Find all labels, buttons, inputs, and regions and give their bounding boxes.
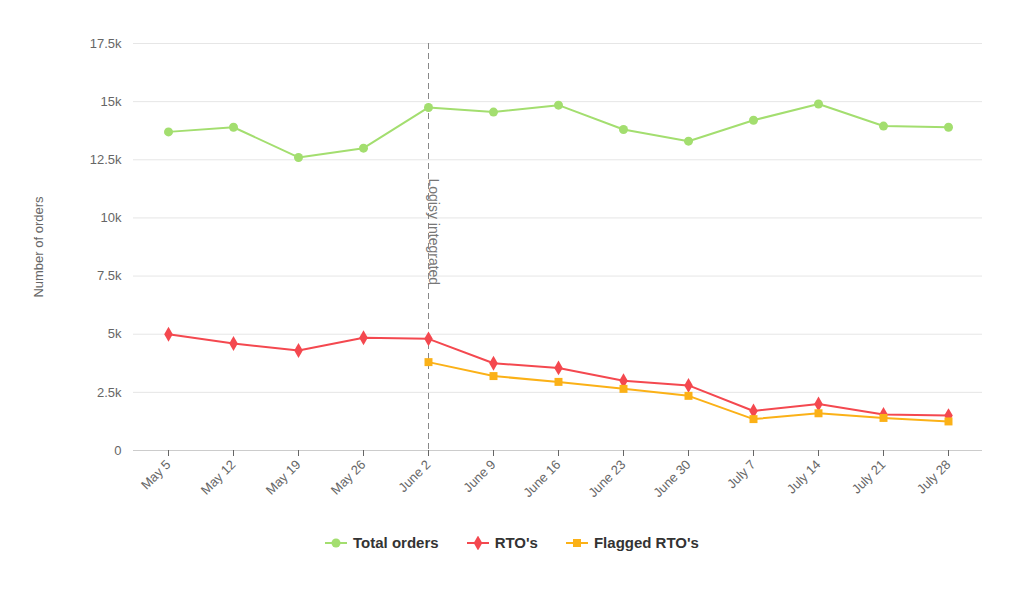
svg-text:10k: 10k (101, 210, 122, 225)
svg-text:June 30: June 30 (650, 457, 693, 500)
svg-text:May 19: May 19 (263, 457, 304, 498)
svg-text:2.5k: 2.5k (97, 385, 122, 400)
svg-text:17.5k: 17.5k (90, 36, 122, 51)
svg-text:July 7: July 7 (724, 457, 759, 492)
svg-text:5k: 5k (108, 326, 122, 341)
svg-text:0: 0 (114, 443, 121, 458)
svg-text:May 26: May 26 (328, 457, 369, 498)
svg-text:July 28: July 28 (914, 457, 954, 497)
html-text:Total orders: Total orders (353, 534, 439, 551)
svg-text:Logisy integrated: Logisy integrated (426, 179, 442, 286)
svg-text:June 2: June 2 (395, 457, 433, 495)
svg-text:July 14: July 14 (784, 457, 824, 497)
svg-text:June 23: June 23 (585, 457, 628, 500)
html-text:RTO's: RTO's (494, 534, 538, 551)
svg-text:12.5k: 12.5k (90, 152, 122, 167)
svg-text:Number of orders: Number of orders (31, 196, 46, 298)
svg-text:May 5: May 5 (138, 457, 174, 493)
svg-text:June 16: June 16 (520, 457, 563, 500)
svg-text:May 12: May 12 (198, 457, 239, 498)
svg-text:July 21: July 21 (849, 457, 889, 497)
svg-text:June 9: June 9 (460, 457, 498, 495)
html-text:Flagged RTO's: Flagged RTO's (594, 534, 699, 551)
svg-text:15k: 15k (101, 94, 122, 109)
svg-text:7.5k: 7.5k (97, 268, 122, 283)
